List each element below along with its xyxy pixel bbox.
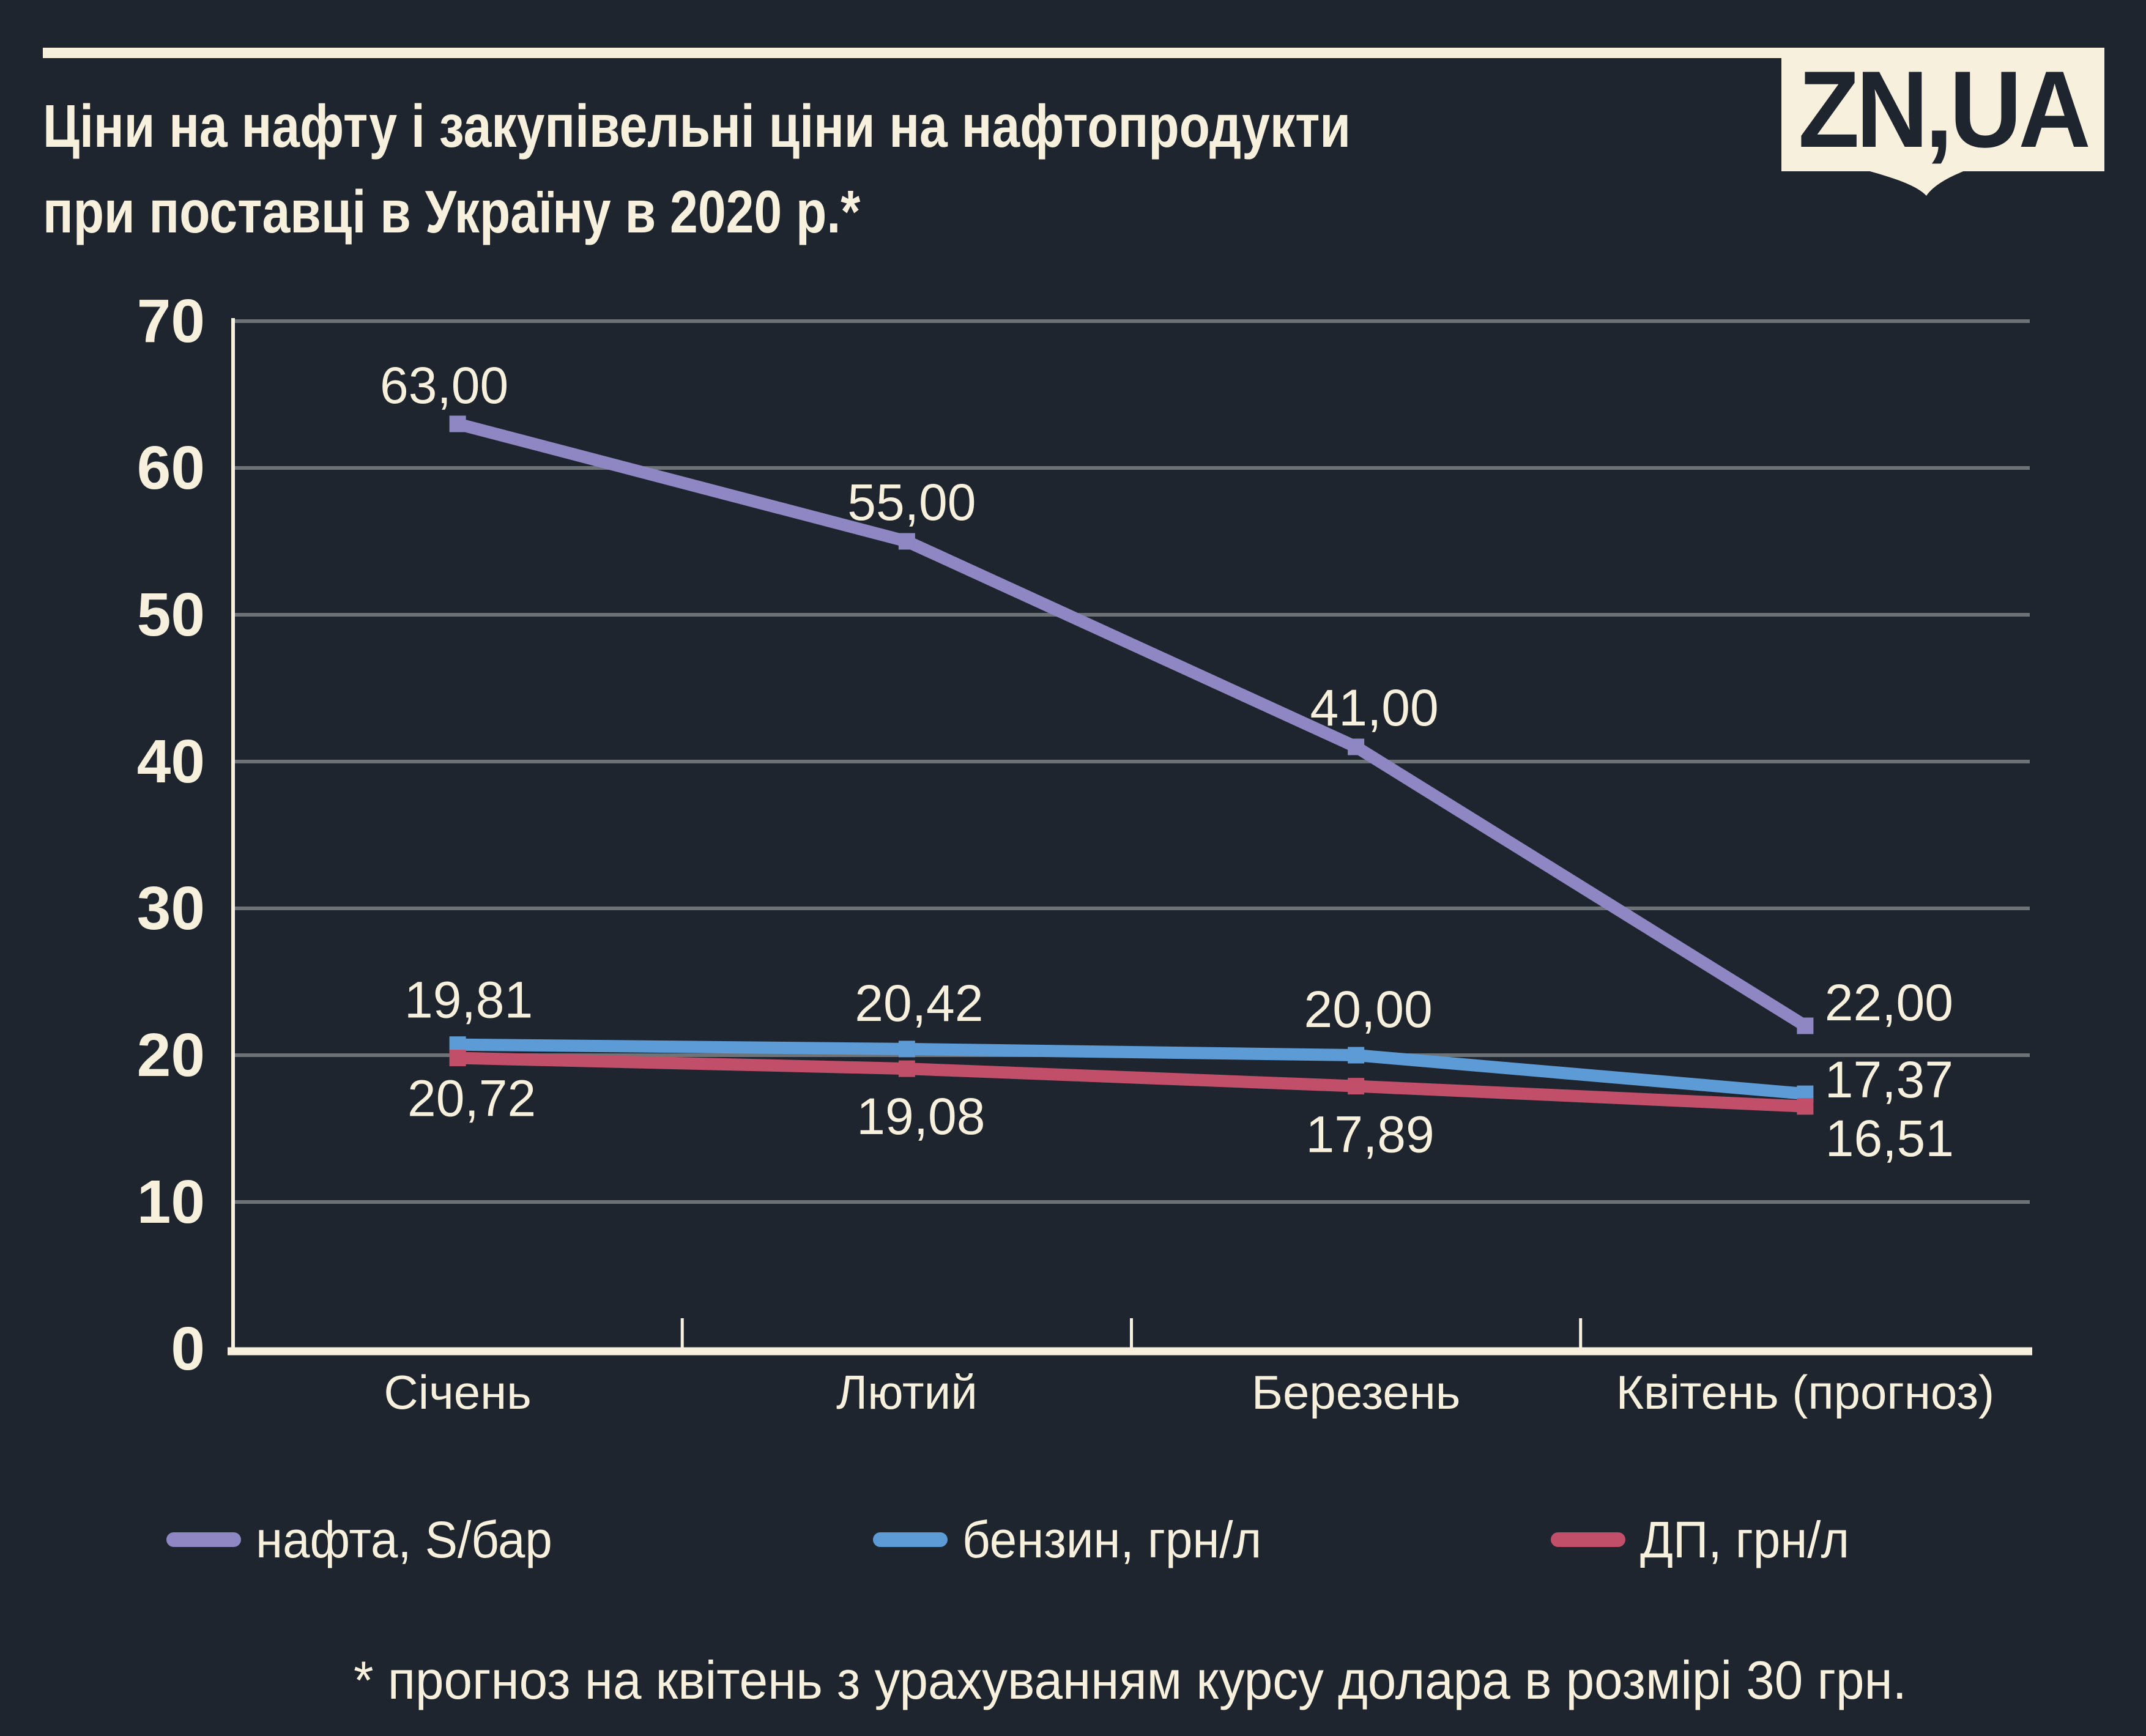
series-marker-2	[1797, 1098, 1814, 1115]
legend-label-diesel: ДП, грн/л	[1640, 1510, 1850, 1568]
y-tick-label-0: 0	[171, 1315, 205, 1383]
data-label: 55,00	[847, 473, 976, 531]
data-label: 63,00	[380, 357, 508, 414]
y-tick-label-30: 30	[137, 874, 205, 943]
legend-item-oil: нафта, S/бар	[166, 1510, 568, 1568]
data-label: 19,08	[856, 1088, 985, 1145]
legend-item-petrol: бензин, грн/л	[873, 1510, 1277, 1568]
x-category-label: Березень	[1252, 1365, 1461, 1419]
series-line-1	[458, 1038, 1806, 1100]
oil-swatch-icon	[166, 1532, 241, 1547]
data-label: 41,00	[1310, 679, 1439, 736]
series-marker-2	[898, 1060, 915, 1077]
data-label: 20,00	[1304, 981, 1433, 1038]
series-marker-1	[1348, 1047, 1365, 1064]
series-marker-0	[449, 415, 466, 432]
legend-label-oil: нафта, S/бар	[256, 1510, 552, 1568]
series-marker-0	[1348, 738, 1365, 755]
series-marker-0	[1797, 1017, 1814, 1034]
legend-label-petrol: бензин, грн/л	[962, 1510, 1262, 1568]
header-rule	[43, 48, 2104, 58]
y-tick-label-70: 70	[137, 287, 205, 355]
x-category-label: Січень	[384, 1365, 531, 1419]
diesel-swatch-icon	[1551, 1532, 1625, 1547]
brand-logo: ZN,UA	[1781, 48, 2104, 171]
petrol-swatch-icon	[873, 1532, 948, 1547]
page-title-line2: при поставці в Україну в 2020 р.*	[43, 178, 861, 245]
series-marker-2	[449, 1050, 466, 1067]
y-tick-label-50: 50	[137, 581, 205, 649]
x-category-label: Квітень (прогноз)	[1616, 1365, 1995, 1419]
series-line-0	[456, 418, 1809, 1031]
data-label: 20,42	[855, 974, 983, 1032]
data-label: 20,72	[407, 1070, 536, 1127]
brand-logo-tail-icon	[1868, 171, 1965, 196]
series-line-2	[457, 1052, 1806, 1113]
y-tick-label-40: 40	[137, 727, 205, 796]
legend-item-diesel: ДП, грн/л	[1551, 1510, 1860, 1568]
x-category-label: Лютий	[836, 1365, 978, 1419]
data-label: 17,89	[1306, 1106, 1435, 1163]
series-marker-2	[1348, 1078, 1365, 1095]
series-marker-0	[898, 533, 915, 550]
page-title-line1: Ціни на нафту і закупівельні ціни на наф…	[43, 92, 1351, 160]
series-marker-1	[898, 1040, 915, 1058]
y-tick-label-20: 20	[137, 1021, 205, 1089]
data-label: 17,37	[1825, 1051, 1953, 1108]
data-label: 16,51	[1825, 1110, 1954, 1167]
page-title: Ціни на нафту і закупівельні ціни на наф…	[43, 83, 1351, 254]
footnote: * прогноз на квітень з урахуванням курсу…	[354, 1650, 1907, 1710]
y-tick-label-60: 60	[137, 434, 205, 502]
data-label: 22,00	[1825, 974, 1953, 1031]
y-tick-label-10: 10	[137, 1168, 205, 1236]
data-label: 19,81	[404, 971, 533, 1029]
brand-logo-text: ZN,UA	[1798, 48, 2091, 170]
